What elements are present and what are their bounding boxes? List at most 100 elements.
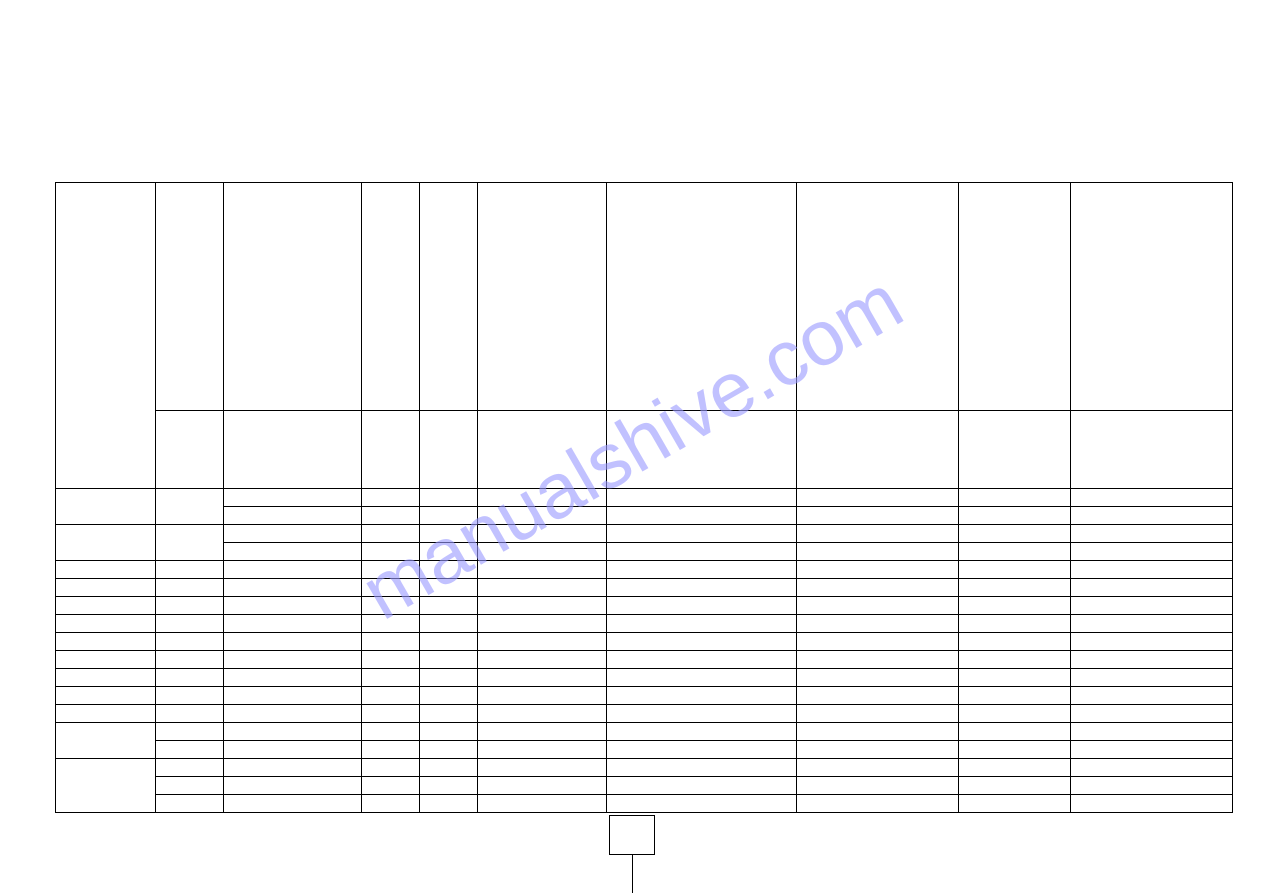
cell: [361, 615, 419, 633]
cell: [223, 759, 361, 777]
header-cell: [361, 411, 419, 489]
header-cell: [223, 183, 361, 411]
cell: [959, 633, 1071, 651]
cell: [56, 615, 156, 633]
cell: [1071, 489, 1233, 507]
table-row: [56, 795, 1233, 813]
cell: [361, 507, 419, 525]
cell: [959, 777, 1071, 795]
cell: [797, 579, 959, 597]
cell: [56, 597, 156, 615]
table-row: [56, 525, 1233, 543]
header-cell: [419, 411, 477, 489]
cell: [1071, 669, 1233, 687]
cell: [223, 507, 361, 525]
header-cell: [155, 183, 223, 411]
cell: [797, 651, 959, 669]
cell: [56, 759, 156, 813]
cell: [56, 561, 156, 579]
cell: [56, 489, 156, 525]
cell: [361, 741, 419, 759]
cell: [797, 633, 959, 651]
cell: [477, 687, 607, 705]
cell: [223, 741, 361, 759]
cell: [477, 543, 607, 561]
header-cell: [361, 183, 419, 411]
cell: [959, 525, 1071, 543]
table-row: [56, 669, 1233, 687]
cell: [477, 741, 607, 759]
header-cell: [56, 183, 156, 489]
cell: [607, 579, 797, 597]
cell: [419, 777, 477, 795]
cell: [797, 561, 959, 579]
cell: [361, 561, 419, 579]
cell: [223, 561, 361, 579]
cell: [419, 687, 477, 705]
cell: [959, 543, 1071, 561]
cell: [361, 525, 419, 543]
cell: [477, 669, 607, 687]
cell: [419, 525, 477, 543]
cell: [1071, 687, 1233, 705]
cell: [155, 795, 223, 813]
cell: [797, 489, 959, 507]
cell: [959, 615, 1071, 633]
cell: [419, 561, 477, 579]
cell: [797, 525, 959, 543]
cell: [797, 615, 959, 633]
cell: [959, 795, 1071, 813]
cell: [607, 597, 797, 615]
cell: [155, 597, 223, 615]
header-cell: [959, 411, 1071, 489]
cell: [419, 669, 477, 687]
cell: [959, 723, 1071, 741]
cell: [477, 633, 607, 651]
cell: [607, 507, 797, 525]
cell: [223, 669, 361, 687]
cell: [797, 759, 959, 777]
cell: [56, 651, 156, 669]
cell: [797, 597, 959, 615]
cell: [797, 795, 959, 813]
cell: [959, 741, 1071, 759]
table-row: [56, 759, 1233, 777]
cell: [477, 597, 607, 615]
cell: [1071, 597, 1233, 615]
cell: [56, 723, 156, 759]
cell: [607, 525, 797, 543]
cell: [1071, 525, 1233, 543]
cell: [419, 651, 477, 669]
cell: [797, 705, 959, 723]
header-cell: [1071, 183, 1233, 411]
cell: [419, 759, 477, 777]
table-header-row-1: [56, 183, 1233, 411]
cell: [419, 579, 477, 597]
cell: [223, 525, 361, 543]
cell: [56, 525, 156, 561]
cell: [155, 723, 223, 741]
cell: [1071, 741, 1233, 759]
cell: [56, 633, 156, 651]
table-row: [56, 705, 1233, 723]
cell: [223, 579, 361, 597]
cell: [155, 633, 223, 651]
cell: [361, 579, 419, 597]
cell: [477, 561, 607, 579]
table-row: [56, 561, 1233, 579]
cell: [419, 489, 477, 507]
cell: [1071, 507, 1233, 525]
cell: [607, 759, 797, 777]
cell: [419, 507, 477, 525]
table-row: [56, 543, 1233, 561]
cell: [223, 687, 361, 705]
cell: [419, 597, 477, 615]
fold-line: [632, 855, 633, 893]
cell: [477, 705, 607, 723]
table-row: [56, 507, 1233, 525]
cell: [797, 741, 959, 759]
cell: [959, 489, 1071, 507]
cell: [361, 651, 419, 669]
cell: [607, 741, 797, 759]
cell: [1071, 543, 1233, 561]
